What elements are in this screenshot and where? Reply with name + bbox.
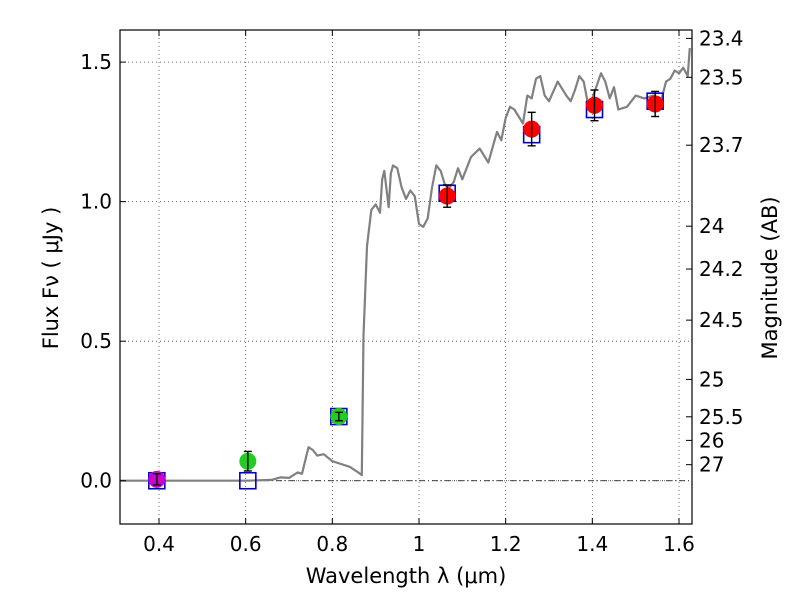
axis-ticks: 0.4 0.6 0.8 1 1.2 1.4 1.6 0.0 0.5 1.0 1.5 23.4 23.5 2… bbox=[80, 26, 743, 556]
x-tick-label: 1 bbox=[413, 532, 426, 556]
x-tick-label: 1.6 bbox=[663, 532, 695, 556]
y2-axis-title: Magnitude (AB) bbox=[758, 196, 782, 359]
y2-tick-label: 25.5 bbox=[699, 405, 744, 429]
y-tick-label: 0.5 bbox=[80, 329, 112, 353]
x-tick-label: 0.6 bbox=[230, 532, 262, 556]
y2-tick-label: 23.5 bbox=[699, 65, 744, 89]
y-tick-label: 1.5 bbox=[80, 50, 112, 74]
x-tick-label: 0.4 bbox=[143, 532, 175, 556]
x-tick-label: 0.8 bbox=[316, 532, 348, 556]
y2-tick-label: 24 bbox=[699, 214, 724, 238]
plot-series bbox=[120, 48, 691, 490]
x-tick-label: 1.2 bbox=[490, 532, 522, 556]
y2-tick-label: 24.2 bbox=[699, 257, 744, 281]
y-axis-title: Flux Fν ( μJy ) bbox=[39, 207, 63, 350]
model-spectrum-line bbox=[120, 48, 691, 482]
y2-tick-label: 23.7 bbox=[699, 133, 744, 157]
y2-tick-label: 23.4 bbox=[699, 26, 744, 50]
y2-tick-label: 26 bbox=[699, 428, 724, 452]
y2-tick-label: 27 bbox=[699, 453, 724, 477]
x-tick-label: 1.4 bbox=[576, 532, 608, 556]
plot-frame bbox=[119, 29, 693, 525]
y2-tick-label: 24.5 bbox=[699, 308, 744, 332]
x-axis-title: Wavelength λ (μm) bbox=[306, 564, 507, 588]
y2-tick-label: 25 bbox=[699, 367, 724, 391]
y-tick-label: 0.0 bbox=[80, 469, 112, 493]
grid bbox=[120, 30, 692, 524]
y-tick-label: 1.0 bbox=[80, 190, 112, 214]
model-photometry-square bbox=[239, 471, 257, 490]
